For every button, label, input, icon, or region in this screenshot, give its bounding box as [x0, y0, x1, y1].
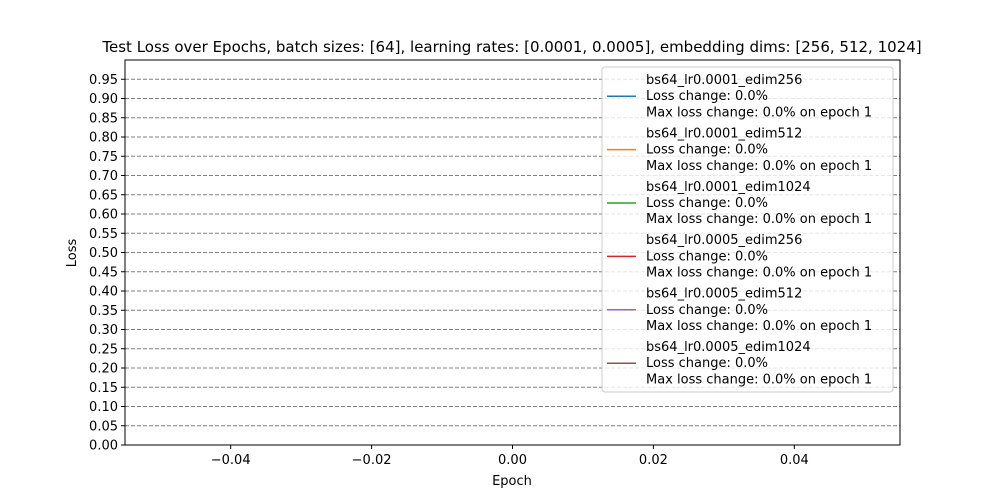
- y-tick-label: 0.65: [89, 188, 118, 203]
- legend-text: Max loss change: 0.0% on epoch 1: [646, 105, 872, 120]
- y-tick-label: 0.70: [89, 169, 118, 184]
- legend-text: bs64_lr0.0005_edim512: [646, 287, 802, 302]
- y-tick-label: 0.85: [89, 111, 118, 126]
- legend-text: bs64_lr0.0001_edim256: [646, 73, 802, 88]
- y-tick-label: 0.45: [89, 265, 118, 280]
- legend-text: Loss change: 0.0%: [646, 143, 768, 158]
- legend-text: Loss change: 0.0%: [646, 249, 768, 264]
- legend-text: Loss change: 0.0%: [646, 356, 768, 371]
- legend-text: Max loss change: 0.0% on epoch 1: [646, 266, 872, 281]
- x-tick-label: 0.04: [780, 453, 809, 468]
- y-tick-label: 0.35: [89, 304, 118, 319]
- y-tick-label: 0.00: [89, 439, 118, 454]
- legend-entry: bs64_lr0.0001_edim512 Loss change: 0.0%Ma…: [607, 126, 872, 174]
- y-tick-label: 0.40: [89, 285, 118, 300]
- x-tick-label: 0.02: [639, 453, 668, 468]
- y-tick-label: 0.95: [89, 73, 118, 88]
- y-tick-label: 0.80: [89, 131, 118, 146]
- x-tick-label: −0.02: [352, 453, 392, 468]
- legend-text: bs64_lr0.0001_edim512: [646, 126, 802, 141]
- y-tick-label: 0.30: [89, 323, 118, 338]
- legend-text: Max loss change: 0.0% on epoch 1: [646, 319, 872, 334]
- chart-title: Test Loss over Epochs, batch sizes: [64]…: [101, 38, 921, 56]
- y-tick-label: 0.50: [89, 246, 118, 261]
- x-tick-label: −0.04: [211, 453, 251, 468]
- legend-box: [601, 66, 894, 393]
- x-tick-label: 0.00: [498, 453, 527, 468]
- y-tick-label: 0.75: [89, 150, 118, 165]
- legend-text: bs64_lr0.0005_edim1024: [646, 340, 811, 355]
- legend-text: Max loss change: 0.0% on epoch 1: [646, 159, 872, 174]
- legend-text: Loss change: 0.0%: [646, 89, 768, 104]
- legend-text: Loss change: 0.0%: [646, 303, 768, 318]
- y-tick-label: 0.60: [89, 208, 118, 223]
- y-tick-label: 0.20: [89, 362, 118, 377]
- y-tick-label: 0.15: [89, 381, 118, 396]
- x-axis-label: Epoch: [492, 474, 532, 489]
- x-axis-ticks: −0.04 −0.02 0.00 0.02 0.04: [211, 445, 809, 468]
- y-tick-label: 0.10: [89, 400, 118, 415]
- y-tick-label: 0.55: [89, 227, 118, 242]
- y-axis-label: Loss: [65, 239, 80, 268]
- legend-text: bs64_lr0.0005_edim256: [646, 233, 802, 248]
- y-tick-label: 0.05: [89, 419, 118, 434]
- legend-text: Max loss change: 0.0% on epoch 1: [646, 212, 872, 227]
- legend-text: Max loss change: 0.0% on epoch 1: [646, 372, 872, 387]
- legend-text: bs64_lr0.0001_edim1024: [646, 180, 811, 195]
- y-tick-label: 0.90: [89, 92, 118, 107]
- y-tick-label: 0.25: [89, 342, 118, 357]
- y-axis-ticks: 0.00 0.05 0.10 0.15 0.20 0.25 0.30 0.35 0.40 0.45…: [89, 73, 125, 454]
- legend-text: Loss change: 0.0%: [646, 196, 768, 211]
